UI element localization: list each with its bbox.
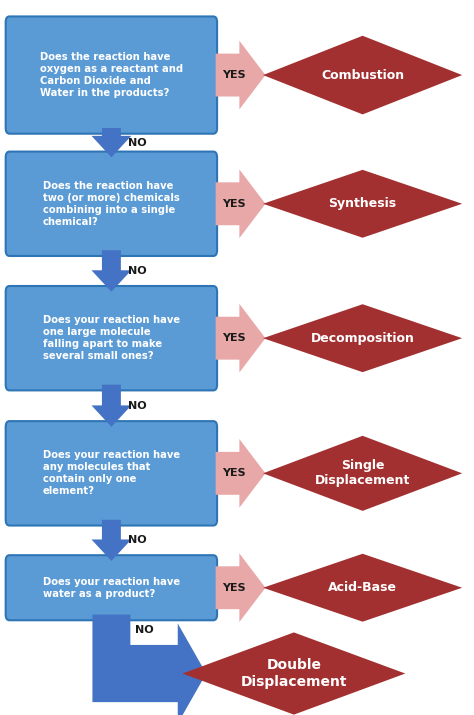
Polygon shape [216,439,265,508]
Polygon shape [263,36,462,114]
Polygon shape [91,128,131,157]
Text: YES: YES [222,70,246,80]
Text: Acid-Base: Acid-Base [328,581,397,594]
Text: Decomposition: Decomposition [310,332,415,345]
FancyBboxPatch shape [6,421,217,526]
Polygon shape [263,305,462,372]
Polygon shape [216,553,265,622]
FancyBboxPatch shape [6,152,217,256]
Text: Double
Displacement: Double Displacement [241,659,347,689]
Text: YES: YES [222,583,246,593]
Text: Does the reaction have
two (or more) chemicals
combining into a single
chemical?: Does the reaction have two (or more) che… [43,181,180,227]
Text: Synthesis: Synthesis [328,197,397,210]
Text: Does your reaction have
one large molecule
falling apart to make
several small o: Does your reaction have one large molecu… [43,315,180,361]
FancyBboxPatch shape [6,555,217,621]
Polygon shape [216,304,265,373]
Text: Does the reaction have
oxygen as a reactant and
Carbon Dioxide and
Water in the : Does the reaction have oxygen as a react… [40,52,183,98]
Polygon shape [263,436,462,511]
Polygon shape [91,385,131,427]
Polygon shape [216,169,265,238]
Polygon shape [182,632,405,715]
Text: NO: NO [128,536,146,546]
Polygon shape [91,520,131,561]
Text: NO: NO [135,625,154,635]
Polygon shape [216,41,265,109]
FancyBboxPatch shape [6,286,217,390]
FancyBboxPatch shape [6,16,217,134]
Polygon shape [91,250,131,292]
Polygon shape [263,553,462,621]
Text: NO: NO [128,266,146,276]
Text: YES: YES [222,199,246,209]
Polygon shape [263,170,462,237]
Text: YES: YES [222,333,246,343]
Text: NO: NO [128,401,146,410]
Text: YES: YES [222,468,246,478]
Text: Does your reaction have
any molecules that
contain only one
element?: Does your reaction have any molecules th… [43,450,180,496]
Text: Single
Displacement: Single Displacement [315,459,410,488]
Polygon shape [92,615,206,715]
Text: Combustion: Combustion [321,69,404,82]
Text: Does your reaction have
water as a product?: Does your reaction have water as a produ… [43,577,180,598]
Text: NO: NO [128,138,146,147]
